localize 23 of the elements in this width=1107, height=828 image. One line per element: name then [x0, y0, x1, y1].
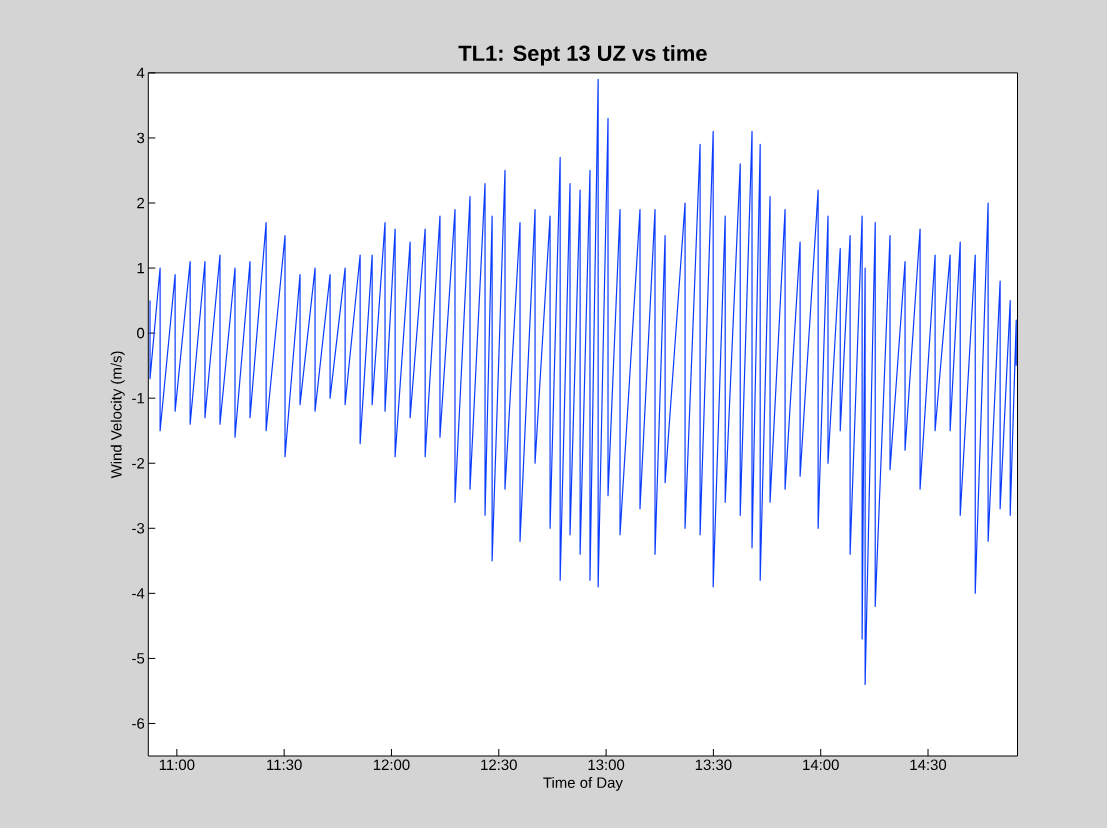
- y-axis-title: Wind Velocity (m/s): [110, 351, 125, 479]
- y-tick-label: -4: [132, 588, 145, 599]
- y-tick-label: -3: [132, 523, 145, 534]
- y-tick-label: -5: [132, 653, 145, 664]
- x-tick-label: 13:30: [695, 759, 732, 771]
- x-tick-label: 14:00: [803, 759, 839, 771]
- y-tick-label: 0: [137, 327, 145, 339]
- y-tick-label: -2: [132, 458, 145, 469]
- y-tick-label: -1: [132, 393, 145, 404]
- y-tick-label: 2: [137, 197, 145, 209]
- x-tick-label: 11:00: [159, 759, 195, 771]
- x-tick-label: 12:30: [481, 759, 517, 771]
- x-tick-label: 14:30: [910, 759, 947, 771]
- x-tick-label: 13:00: [588, 759, 625, 771]
- x-tick-label: 11:30: [267, 759, 302, 771]
- y-tick-label: 1: [137, 262, 145, 274]
- x-tick-label: 12:00: [373, 759, 410, 771]
- x-axis-title: Time of Day: [543, 776, 623, 791]
- y-tick-label: -6: [132, 718, 145, 729]
- chart-title: TL1: Sept 13 UZ vs time: [458, 44, 707, 66]
- y-tick-label: 3: [137, 132, 145, 144]
- line-series: [149, 78, 1017, 686]
- y-tick-label: 4: [136, 67, 145, 79]
